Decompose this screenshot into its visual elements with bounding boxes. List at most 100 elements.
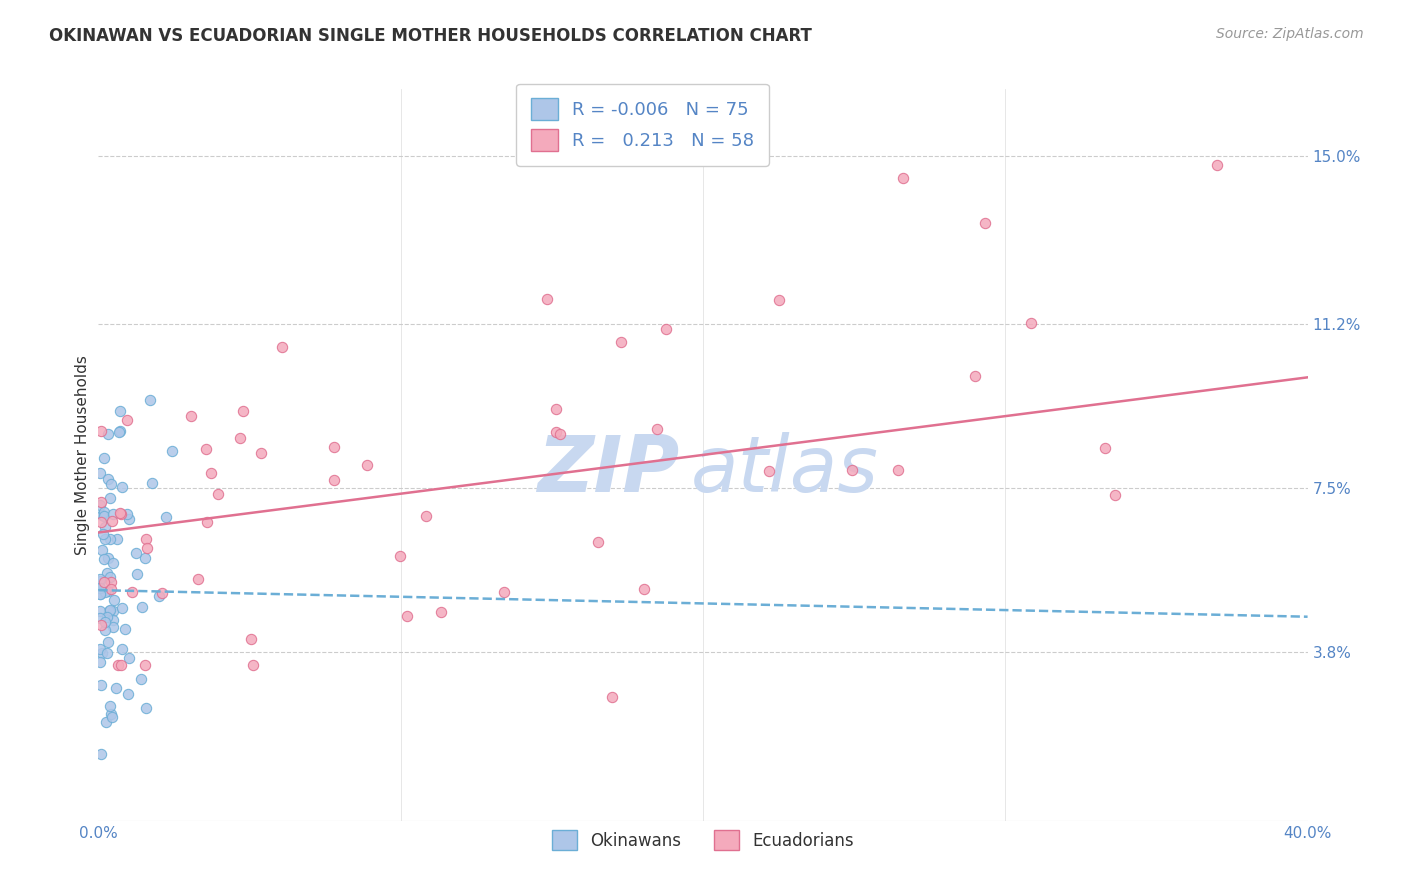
Point: [758, 464, 780, 478]
Point: [232, 404, 254, 418]
Point: [114, 623, 136, 637]
Point: [89, 611, 111, 625]
Point: [94, 584, 117, 599]
Point: [100, 710, 122, 724]
Point: [111, 480, 134, 494]
Point: [1206, 157, 1229, 171]
Point: [89, 574, 111, 589]
Point: [100, 707, 122, 722]
Point: [98, 570, 121, 584]
Point: [323, 473, 346, 487]
Point: [90, 494, 112, 508]
Point: [139, 392, 162, 407]
Point: [117, 687, 139, 701]
Point: [97, 634, 120, 648]
Point: [134, 658, 156, 673]
Point: [96, 609, 118, 624]
Point: [94, 624, 117, 638]
Point: [93, 532, 115, 546]
Point: [647, 422, 669, 436]
Point: [229, 431, 252, 445]
Point: [94, 715, 117, 730]
Point: [98, 699, 121, 714]
Point: [125, 546, 148, 560]
Point: [89, 586, 111, 600]
Point: [105, 532, 128, 546]
Point: [323, 440, 346, 454]
Point: [89, 572, 111, 586]
Point: [242, 658, 264, 673]
Point: [586, 535, 609, 549]
Point: [973, 216, 995, 230]
Point: [108, 425, 131, 440]
Point: [101, 557, 124, 571]
Point: [93, 450, 115, 465]
Point: [131, 672, 153, 686]
Point: [89, 585, 111, 599]
Point: [104, 681, 127, 695]
Point: [90, 646, 112, 660]
Point: [103, 604, 125, 618]
Point: [91, 508, 114, 522]
Point: [602, 690, 624, 704]
Point: [536, 293, 558, 307]
Point: [841, 463, 863, 477]
Point: [90, 543, 112, 558]
Point: [548, 426, 571, 441]
Point: [93, 519, 115, 533]
Point: [97, 551, 120, 566]
Point: [544, 425, 567, 439]
Point: [135, 532, 157, 546]
Point: [429, 605, 451, 619]
Point: [96, 646, 118, 660]
Point: [110, 507, 132, 521]
Point: [103, 593, 125, 607]
Point: [98, 532, 121, 546]
Point: [89, 587, 111, 601]
Point: [100, 574, 122, 589]
Point: [89, 467, 111, 481]
Point: [655, 322, 678, 336]
Point: [134, 550, 156, 565]
Point: [101, 507, 124, 521]
Point: [89, 498, 111, 512]
Point: [180, 409, 202, 423]
Point: [388, 549, 411, 564]
Y-axis label: Single Mother Households: Single Mother Households: [75, 355, 90, 555]
Point: [89, 581, 111, 595]
Point: [97, 472, 120, 486]
Point: [111, 642, 134, 657]
Point: [98, 491, 121, 505]
Point: [101, 514, 124, 528]
Point: [91, 526, 114, 541]
Point: [1104, 487, 1126, 501]
Point: [141, 475, 163, 490]
Point: [90, 678, 112, 692]
Point: [93, 505, 115, 519]
Point: [131, 599, 153, 614]
Point: [100, 476, 122, 491]
Point: [633, 582, 655, 596]
Point: [100, 582, 122, 596]
Point: [207, 487, 229, 501]
Point: [150, 586, 173, 600]
Point: [97, 426, 120, 441]
Point: [768, 293, 790, 308]
Point: [90, 424, 112, 438]
Point: [93, 552, 115, 566]
Point: [107, 658, 129, 673]
Point: [249, 445, 271, 459]
Point: [148, 589, 170, 603]
Point: [125, 566, 148, 581]
Point: [117, 508, 139, 522]
Point: [103, 620, 125, 634]
Point: [90, 747, 112, 761]
Point: [93, 574, 115, 589]
Point: [115, 413, 138, 427]
Point: [195, 515, 218, 529]
Point: [118, 512, 141, 526]
Point: [136, 541, 159, 556]
Text: Source: ZipAtlas.com: Source: ZipAtlas.com: [1216, 27, 1364, 41]
Text: atlas: atlas: [690, 432, 879, 508]
Point: [97, 604, 120, 618]
